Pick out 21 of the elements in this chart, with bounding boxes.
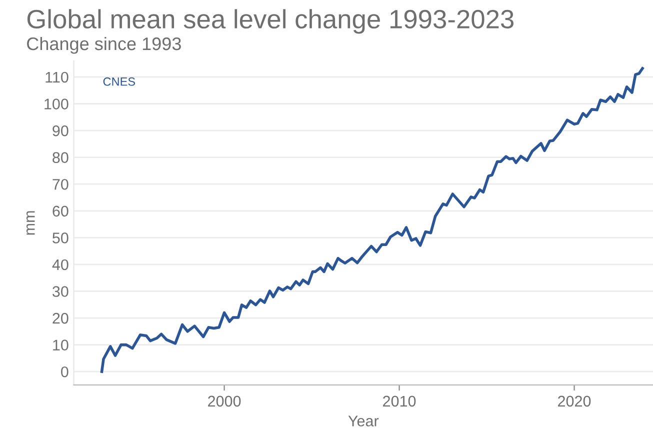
- y-tick-label: 100: [44, 98, 68, 110]
- chart-subtitle: Change since 1993: [27, 36, 181, 54]
- y-tick-label: 80: [52, 152, 68, 164]
- y-tick-label: 110: [46, 72, 68, 83]
- y-tick-label: 70: [52, 178, 68, 190]
- y-tick-label: 20: [52, 312, 68, 324]
- y-tick-label: 10: [53, 340, 68, 350]
- y-tick-label: 60: [52, 206, 68, 217]
- chart-title: Global mean sea level change 1993-2023: [27, 9, 514, 34]
- y-axis-title: mm: [26, 211, 35, 235]
- annotation: CNES: [103, 77, 136, 86]
- line-series: [100, 67, 644, 373]
- x-axis-title: Year: [348, 416, 379, 426]
- x-tick-label: 2020: [558, 396, 591, 407]
- x-tick-label: 2000: [208, 396, 241, 407]
- y-tick-label: 0: [61, 366, 68, 378]
- y-tick-label: 40: [52, 259, 68, 270]
- y-tick-label: 30: [52, 286, 68, 297]
- y-tick-label: 90: [52, 125, 68, 136]
- x-tick-label: 2010: [383, 396, 416, 407]
- y-tick-label: 50: [52, 232, 68, 244]
